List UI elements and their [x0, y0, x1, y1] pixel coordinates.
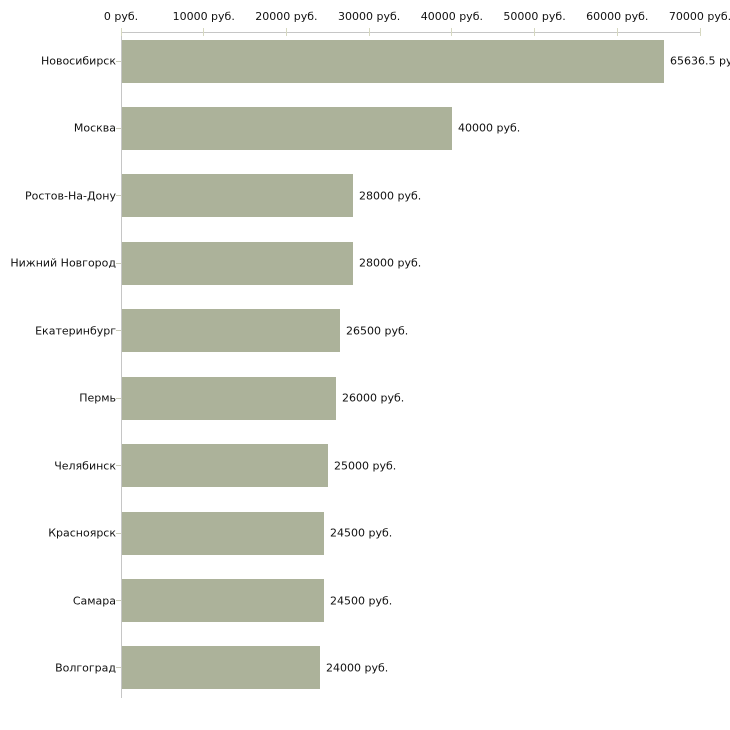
- category-label: Екатеринбург: [35, 324, 116, 338]
- bar-value-label: 25000 руб.: [334, 459, 397, 473]
- category-tick-mark: [116, 195, 121, 197]
- x-axis-tick-label: 60000 руб.: [586, 10, 649, 23]
- bar-7: [122, 444, 328, 488]
- bar-1: [122, 39, 664, 83]
- x-axis-tick-mark: [120, 28, 122, 36]
- category-tick-mark: [116, 60, 121, 62]
- x-axis-tick-mark: [451, 28, 453, 36]
- x-axis-tick-mark: [368, 28, 370, 36]
- category-label: Новосибирск: [40, 54, 116, 68]
- bar-9: [122, 579, 324, 623]
- bar-value-label: 28000 руб.: [359, 256, 422, 270]
- y-axis-line: [121, 32, 122, 698]
- x-axis-tick-label: 0 руб.: [103, 10, 139, 23]
- bar-value-label: 65636.5 руб.: [670, 54, 730, 68]
- bar-4: [122, 241, 353, 285]
- x-axis-tick-mark: [699, 28, 701, 36]
- category-label: Челябинск: [54, 459, 116, 473]
- category-tick-mark: [116, 465, 121, 467]
- category-label: Москва: [73, 121, 116, 135]
- x-axis-tick-label: 20000 руб.: [255, 10, 318, 23]
- bar-8: [122, 511, 324, 555]
- category-tick-mark: [116, 667, 121, 669]
- x-axis-tick-label: 10000 руб.: [172, 10, 235, 23]
- x-axis-line: [121, 32, 701, 33]
- bar-2: [122, 106, 452, 150]
- category-tick-mark: [116, 397, 121, 399]
- x-axis-tick-label: 30000 руб.: [338, 10, 401, 23]
- category-tick-mark: [116, 127, 121, 129]
- category-label: Нижний Новгород: [10, 256, 116, 270]
- category-tick-mark: [116, 532, 121, 534]
- bar-value-label: 26000 руб.: [342, 391, 405, 405]
- x-axis-tick-label: 40000 руб.: [420, 10, 483, 23]
- bar-value-label: 24000 руб.: [326, 661, 389, 675]
- bar-10: [122, 646, 320, 690]
- x-axis-tick-mark: [616, 28, 618, 36]
- x-axis-tick-label: 50000 руб.: [503, 10, 566, 23]
- category-tick-mark: [116, 330, 121, 332]
- bar-value-label: 24500 руб.: [330, 526, 393, 540]
- bar-6: [122, 376, 336, 420]
- category-label: Ростов-На-Дону: [24, 189, 116, 203]
- x-axis-tick-mark: [203, 28, 205, 36]
- bar-value-label: 40000 руб.: [458, 121, 521, 135]
- category-tick-mark: [116, 600, 121, 602]
- x-axis-tick-mark: [285, 28, 287, 36]
- bar-value-label: 24500 руб.: [330, 594, 393, 608]
- x-axis-tick-mark: [534, 28, 536, 36]
- x-axis-tick-label: 70000 руб.: [668, 10, 730, 23]
- category-label: Самара: [72, 594, 116, 608]
- bar-value-label: 28000 руб.: [359, 189, 422, 203]
- category-label: Волгоград: [55, 661, 116, 675]
- category-label: Красноярск: [48, 526, 116, 540]
- category-label: Пермь: [79, 391, 116, 405]
- category-tick-mark: [116, 262, 121, 264]
- bar-3: [122, 174, 353, 218]
- bar-value-label: 26500 руб.: [346, 324, 409, 338]
- bar-5: [122, 309, 340, 353]
